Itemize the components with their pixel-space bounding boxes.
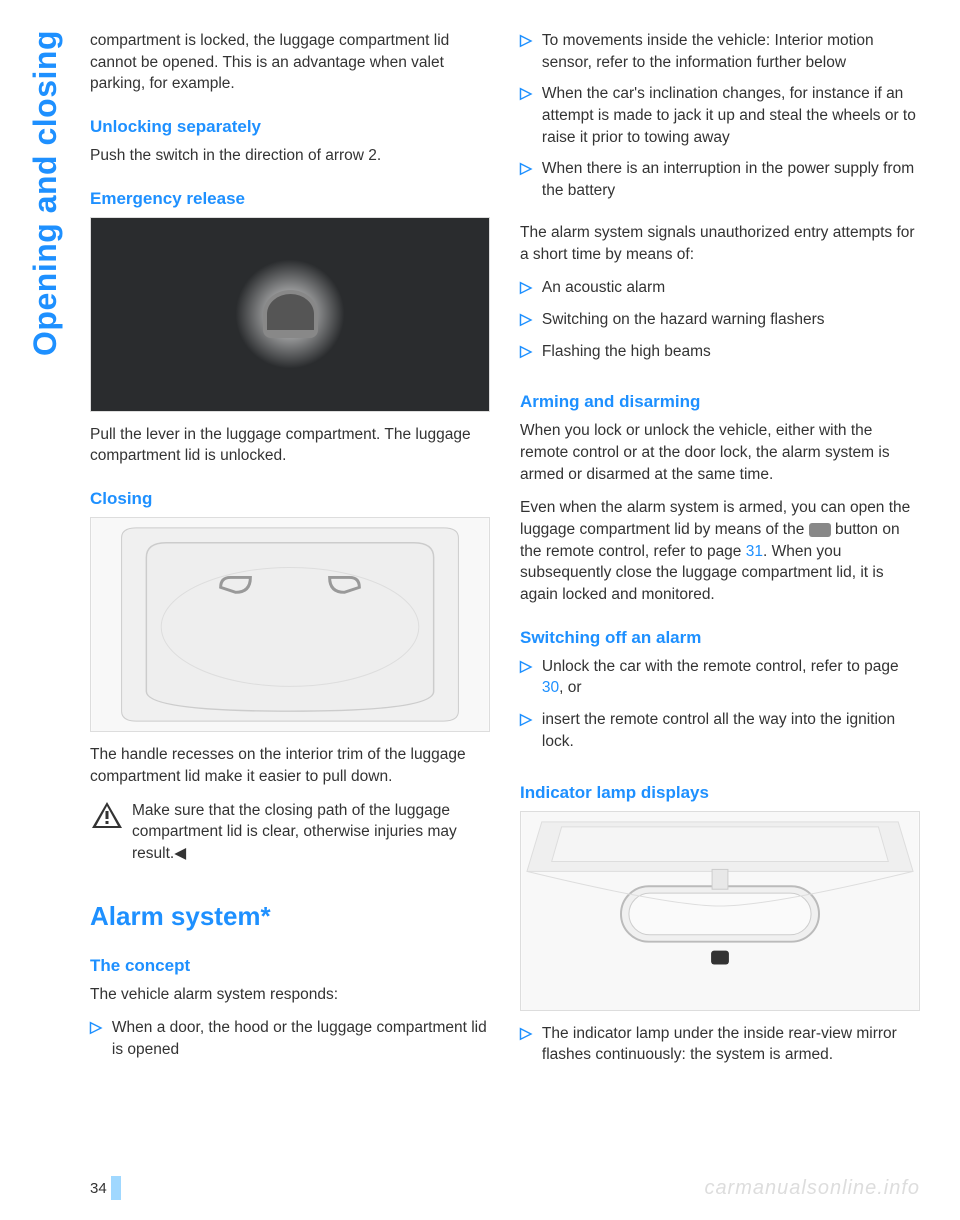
bullet-icon: ▷ — [520, 341, 532, 363]
arming-text-2: Even when the alarm system is armed, you… — [520, 497, 920, 605]
bullet-icon: ▷ — [520, 158, 532, 201]
list-item-text: insert the remote control all the way in… — [542, 709, 920, 752]
concept-list: ▷ When a door, the hood or the luggage c… — [90, 1017, 490, 1070]
list-item: ▷ Flashing the high beams — [520, 341, 920, 363]
list-item-text: When the car's inclination changes, for … — [542, 83, 920, 148]
section-label: Opening and closing — [20, 30, 70, 1160]
bullet-icon: ▷ — [520, 1023, 532, 1066]
trunk-illustration — [91, 518, 489, 731]
list-item: ▷ Switching on the hazard warning flashe… — [520, 309, 920, 331]
warning-text: Make sure that the closing path of the l… — [132, 800, 490, 865]
bullet-icon: ▷ — [90, 1017, 102, 1060]
arming-text-1: When you lock or unlock the vehicle, eit… — [520, 420, 920, 485]
list-item: ▷ When there is an interruption in the p… — [520, 158, 920, 201]
list-item-text: When a door, the hood or the luggage com… — [112, 1017, 490, 1060]
emergency-text: Pull the lever in the luggage compartmen… — [90, 424, 490, 467]
glow-effect — [235, 259, 345, 369]
list-item-text: To movements inside the vehicle: Interio… — [542, 30, 920, 73]
bullet-icon: ▷ — [520, 709, 532, 752]
heading-emergency: Emergency release — [90, 189, 490, 209]
indicator-list: ▷ The indicator lamp under the inside re… — [520, 1023, 920, 1076]
heading-indicator: Indicator lamp displays — [520, 783, 920, 803]
heading-unlocking: Unlocking separately — [90, 117, 490, 137]
bullet-icon: ▷ — [520, 309, 532, 331]
response-list: ▷ To movements inside the vehicle: Inter… — [520, 30, 920, 212]
list-item-text: When there is an interruption in the pow… — [542, 158, 920, 201]
list-item-text: An acoustic alarm — [542, 277, 920, 299]
figure-trunk-lid — [90, 517, 490, 732]
heading-arming: Arming and disarming — [520, 392, 920, 412]
section-label-text: Opening and closing — [27, 30, 64, 356]
list-item-text: Switching on the hazard warning flashers — [542, 309, 920, 331]
warning-triangle-icon — [90, 800, 124, 830]
bullet-icon: ▷ — [520, 30, 532, 73]
list-item-text: The indicator lamp under the inside rear… — [542, 1023, 920, 1066]
heading-alarm-system: Alarm system* — [90, 901, 490, 932]
figure-mirror — [520, 811, 920, 1011]
warning-block: Make sure that the closing path of the l… — [90, 800, 490, 865]
watermark-text: carmanualsonline.info — [704, 1177, 920, 1200]
list-item-text: Flashing the high beams — [542, 341, 920, 363]
unlocking-text: Push the switch in the direction of arro… — [90, 145, 490, 167]
signals-text: The alarm system signals unauthorized en… — [520, 222, 920, 265]
bullet-icon: ▷ — [520, 656, 532, 699]
intro-paragraph: compartment is locked, the luggage compa… — [90, 30, 490, 95]
concept-text: The vehicle alarm system responds: — [90, 984, 490, 1006]
list-item: ▷ To movements inside the vehicle: Inter… — [520, 30, 920, 73]
right-column: ▷ To movements inside the vehicle: Inter… — [520, 30, 920, 1160]
remote-button-icon — [809, 523, 831, 537]
page-number: 34 — [90, 1176, 121, 1200]
page-link-30[interactable]: 30 — [542, 679, 559, 696]
signals-list: ▷ An acoustic alarm ▷ Switching on the h… — [520, 277, 920, 372]
list-item: ▷ insert the remote control all the way … — [520, 709, 920, 752]
release-handle-icon — [263, 290, 318, 338]
heading-closing: Closing — [90, 489, 490, 509]
list-item: ▷ When the car's inclination changes, fo… — [520, 83, 920, 148]
list-item-text: Unlock the car with the remote control, … — [542, 656, 920, 699]
figure-emergency-release — [90, 217, 490, 412]
switch-off-list: ▷ Unlock the car with the remote control… — [520, 656, 920, 763]
left-column: compartment is locked, the luggage compa… — [90, 30, 490, 1160]
list-item: ▷ An acoustic alarm — [520, 277, 920, 299]
bullet-icon: ▷ — [520, 83, 532, 148]
list-item: ▷ The indicator lamp under the inside re… — [520, 1023, 920, 1066]
page-bar-icon — [111, 1176, 121, 1200]
mirror-illustration — [521, 812, 919, 1010]
heading-switching-off: Switching off an alarm — [520, 628, 920, 648]
page-footer: 34 carmanualsonline.info — [0, 1176, 960, 1200]
bullet-icon: ▷ — [520, 277, 532, 299]
list-item: ▷ Unlock the car with the remote control… — [520, 656, 920, 699]
closing-text: The handle recesses on the interior trim… — [90, 744, 490, 787]
heading-concept: The concept — [90, 956, 490, 976]
page-link-31[interactable]: 31 — [746, 543, 763, 560]
list-item: ▷ When a door, the hood or the luggage c… — [90, 1017, 490, 1060]
